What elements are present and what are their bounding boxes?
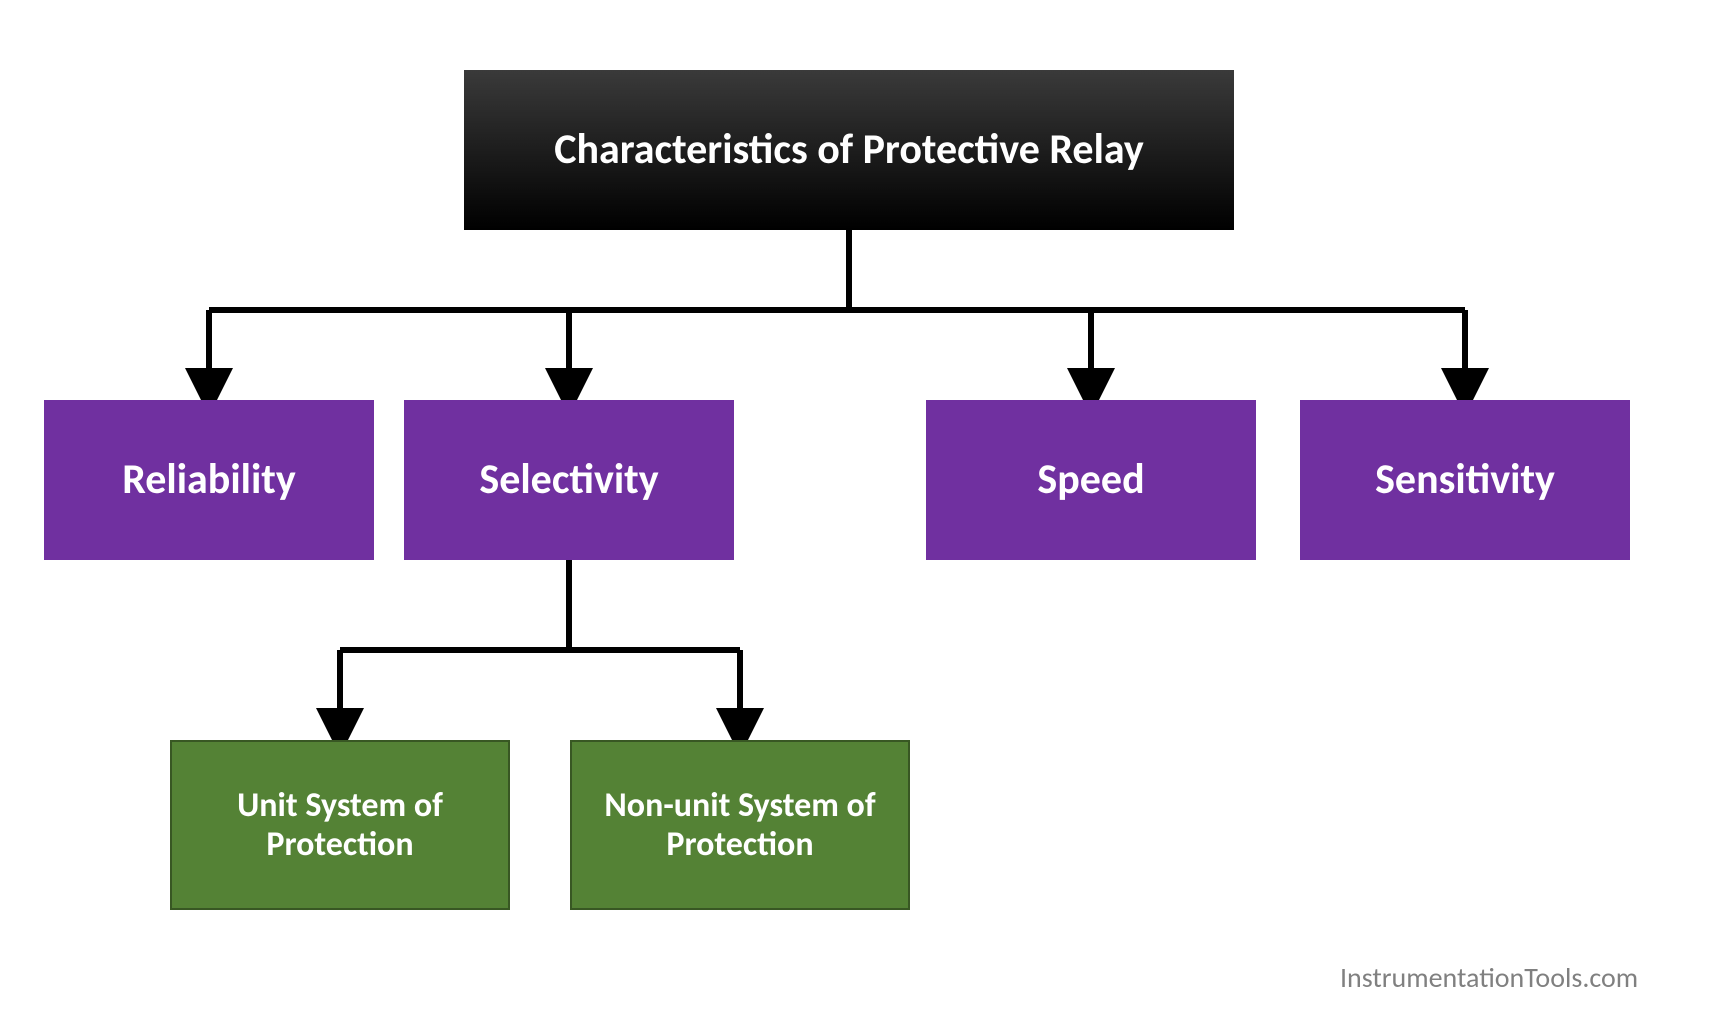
root-node: Characteristics of Protective Relay — [464, 70, 1234, 230]
level1-label: Speed — [1037, 456, 1144, 504]
level2-label: Unit System of Protection — [182, 786, 498, 864]
level1-node-selectivity: Selectivity — [404, 400, 734, 560]
level1-node-sensitivity: Sensitivity — [1300, 400, 1630, 560]
watermark-text: InstrumentationTools.com — [1340, 960, 1638, 995]
level2-label: Non-unit System of Protection — [582, 786, 898, 864]
level1-label: Selectivity — [479, 456, 658, 504]
level2-node-unit-system: Unit System of Protection — [170, 740, 510, 910]
level1-label: Reliability — [122, 456, 295, 504]
level1-label: Sensitivity — [1375, 456, 1555, 504]
level1-node-reliability: Reliability — [44, 400, 374, 560]
root-label: Characteristics of Protective Relay — [554, 126, 1144, 174]
watermark-label: InstrumentationTools.com — [1340, 960, 1638, 995]
level1-node-speed: Speed — [926, 400, 1256, 560]
level2-node-non-unit-system: Non-unit System of Protection — [570, 740, 910, 910]
